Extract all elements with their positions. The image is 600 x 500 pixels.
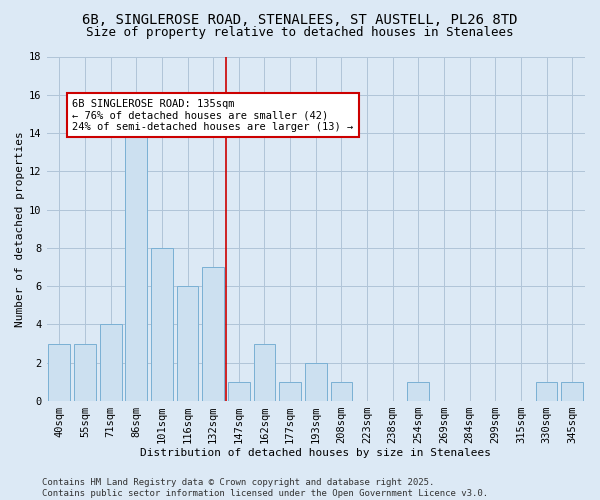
- Bar: [305, 362, 326, 401]
- Bar: [228, 382, 250, 401]
- Y-axis label: Number of detached properties: Number of detached properties: [15, 131, 25, 326]
- Bar: [125, 133, 147, 401]
- Bar: [331, 382, 352, 401]
- Text: 6B SINGLEROSE ROAD: 135sqm
← 76% of detached houses are smaller (42)
24% of semi: 6B SINGLEROSE ROAD: 135sqm ← 76% of deta…: [72, 98, 353, 132]
- Bar: [176, 286, 199, 401]
- Text: Contains HM Land Registry data © Crown copyright and database right 2025.
Contai: Contains HM Land Registry data © Crown c…: [42, 478, 488, 498]
- Bar: [74, 344, 96, 401]
- Bar: [49, 344, 70, 401]
- Bar: [151, 248, 173, 401]
- Bar: [202, 267, 224, 401]
- Bar: [536, 382, 557, 401]
- X-axis label: Distribution of detached houses by size in Stenalees: Distribution of detached houses by size …: [140, 448, 491, 458]
- Bar: [100, 324, 122, 401]
- Text: 6B, SINGLEROSE ROAD, STENALEES, ST AUSTELL, PL26 8TD: 6B, SINGLEROSE ROAD, STENALEES, ST AUSTE…: [82, 12, 518, 26]
- Bar: [407, 382, 429, 401]
- Text: Size of property relative to detached houses in Stenalees: Size of property relative to detached ho…: [86, 26, 514, 39]
- Bar: [279, 382, 301, 401]
- Bar: [254, 344, 275, 401]
- Bar: [561, 382, 583, 401]
